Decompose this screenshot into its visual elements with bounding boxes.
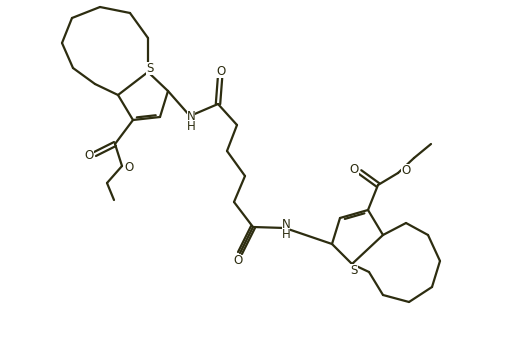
Text: H: H xyxy=(282,227,290,240)
Text: S: S xyxy=(146,62,154,75)
Text: N: N xyxy=(187,109,195,122)
Text: S: S xyxy=(351,264,358,277)
Text: H: H xyxy=(187,119,195,132)
Text: O: O xyxy=(84,149,94,161)
Text: O: O xyxy=(350,162,359,175)
Text: N: N xyxy=(282,217,290,230)
Text: O: O xyxy=(124,161,133,173)
Text: O: O xyxy=(216,65,226,77)
Text: O: O xyxy=(234,255,243,268)
Text: O: O xyxy=(401,163,410,176)
